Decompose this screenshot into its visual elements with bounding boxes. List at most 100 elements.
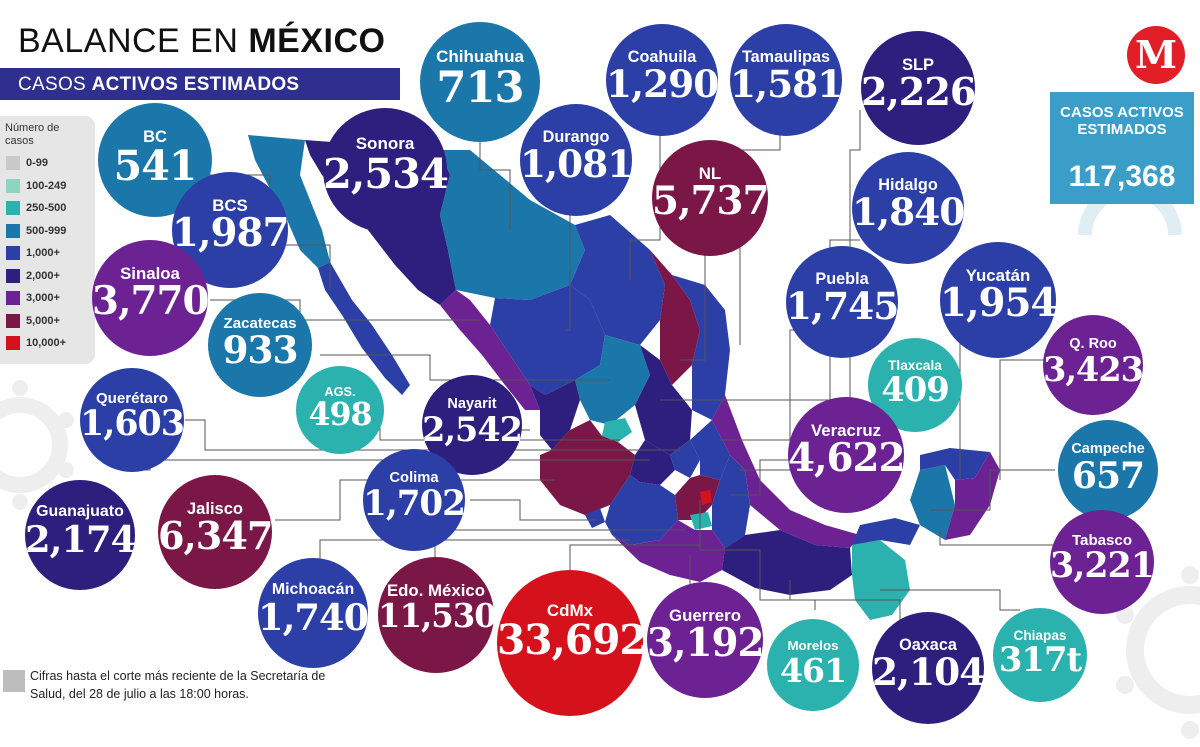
state-bubble-tabasco: Tabasco 3,221 — [1050, 510, 1155, 614]
state-name: Chiapas — [1013, 627, 1067, 643]
state-bubble-hidalgo: Hidalgo 1,840 — [852, 152, 965, 264]
state-bubble-sonora: Sonora 2,534 — [323, 108, 449, 232]
map-state-guerrero — [612, 520, 725, 582]
state-name: Campeche — [1071, 441, 1145, 457]
state-name: Sinaloa — [120, 264, 180, 284]
legend-swatch — [6, 336, 20, 350]
state-name: Tabasco — [1071, 531, 1133, 549]
legend-item: 5,000+ — [6, 313, 60, 328]
state-name: Morelos — [787, 638, 839, 654]
state-name: Oaxaca — [899, 635, 957, 654]
state-value: 541 — [113, 141, 198, 191]
state-bubble-nl: NL 5,737 — [652, 140, 770, 256]
map-state-veracruz — [712, 395, 860, 548]
logo-icon: M — [1127, 26, 1185, 84]
state-value: 1,603 — [80, 402, 185, 444]
map-state-qroo — [945, 452, 1000, 540]
legend-swatch — [6, 313, 20, 328]
state-value: 2,226 — [861, 69, 976, 115]
legend-label: 0-99 — [26, 157, 49, 169]
legend-item: 250-500 — [6, 201, 66, 215]
leader-line — [660, 110, 861, 401]
map-state-chiapas — [852, 540, 910, 620]
legend-title: Número de casos — [5, 122, 60, 147]
state-value: 3,221 — [1050, 544, 1155, 586]
state-value: 33,692 — [497, 615, 648, 664]
leader-line — [470, 499, 595, 521]
state-bubble-guerrero: Guerrero 3,192 — [647, 582, 765, 698]
state-bubble-guanajuato: Guanajuato 2,174 — [25, 480, 136, 590]
state-name: Querétaro — [95, 389, 169, 407]
state-value: 657 — [1071, 454, 1145, 497]
map-state-durango — [490, 285, 605, 395]
legend-item: 0-99 — [6, 156, 48, 170]
state-value: 3,192 — [647, 621, 765, 667]
state-name: Tlaxcala — [888, 357, 942, 373]
state-name: SLP — [901, 54, 935, 74]
state-name: Hidalgo — [878, 175, 938, 194]
state-bubble-edomex: Edo. México 11,530 — [378, 557, 497, 673]
leader-line — [999, 359, 1045, 480]
leader-line — [320, 354, 610, 381]
legend-label: 500-999 — [26, 224, 67, 237]
legend-label: 5,000+ — [26, 314, 60, 327]
leader-line — [939, 530, 1060, 546]
state-bubble-cdmx: CdMx 33,692 — [497, 570, 648, 716]
legend-item: 1,000+ — [6, 246, 60, 260]
state-value: 2,104 — [872, 649, 985, 694]
map-state-hidalgo — [690, 420, 730, 480]
map-state-tabasco — [852, 518, 920, 545]
map-state-morelos — [690, 512, 712, 530]
map-state-nl — [650, 250, 700, 385]
virus-decoration-icon — [0, 380, 74, 510]
virus-decoration-icon — [1116, 566, 1200, 739]
state-value: 933 — [222, 327, 298, 372]
legend-swatch — [6, 178, 20, 193]
subtitle-light: CASOS — [18, 74, 92, 95]
legend-swatch — [6, 156, 20, 170]
leader-line — [479, 120, 511, 230]
state-name: Sonora — [355, 134, 415, 154]
legend-item: 2,000+ — [6, 268, 60, 283]
legend-swatch — [6, 268, 20, 283]
legend-item: 10,000+ — [6, 336, 66, 350]
state-value: 1,840 — [852, 189, 965, 234]
leader-line — [565, 210, 571, 331]
leader-line — [930, 469, 1055, 511]
state-value: 461 — [779, 650, 847, 690]
state-bubble-slp: SLP 2,226 — [861, 31, 976, 145]
legend-label: 3,000+ — [26, 292, 60, 304]
state-bubble-colima: Colima 1,702 — [363, 449, 466, 551]
state-bubble-michoacan: Michoacán 1,740 — [258, 558, 369, 668]
state-name: Colima — [389, 470, 439, 487]
state-value: 1,745 — [786, 283, 899, 328]
state-name: NL — [698, 164, 722, 184]
state-bubble-qroo: Q. Roo 3,423 — [1043, 315, 1144, 415]
state-bubble-durango: Durango 1,081 — [520, 104, 633, 216]
legend-item: 100-249 — [6, 178, 66, 193]
page-title: BALANCE EN MÉXICO — [18, 22, 385, 61]
map-state-oaxaca — [722, 530, 852, 595]
state-value: 1,290 — [606, 61, 719, 106]
map-state-ags — [602, 418, 632, 442]
legend-swatch — [6, 201, 20, 215]
state-value: 1,954 — [940, 281, 1058, 327]
state-name: Jalisco — [186, 498, 243, 518]
state-value: 5,737 — [652, 179, 770, 225]
state-bubble-puebla: Puebla 1,745 — [786, 246, 899, 358]
total-label: CASOS ACTIVOS ESTIMADOS — [1060, 104, 1184, 138]
state-name: Nayarit — [447, 396, 497, 412]
legend-swatch — [6, 223, 20, 238]
state-name: Guanajuato — [36, 503, 124, 521]
state-name: Yucatán — [965, 266, 1031, 286]
map-state-bcs — [318, 262, 410, 395]
state-value: 1,081 — [520, 141, 633, 186]
state-bubble-chiapas: Chiapas 317t — [993, 608, 1087, 702]
state-bubble-jalisco: Jalisco 6,347 — [158, 475, 273, 589]
state-name: Coahuila — [627, 47, 697, 66]
leader-line — [699, 525, 816, 610]
map-state-puebla — [712, 455, 750, 548]
state-value: 1,581 — [730, 61, 843, 106]
footnote: Cifras hasta el corte más reciente de la… — [30, 669, 326, 701]
map-state-michoacan — [605, 475, 678, 545]
